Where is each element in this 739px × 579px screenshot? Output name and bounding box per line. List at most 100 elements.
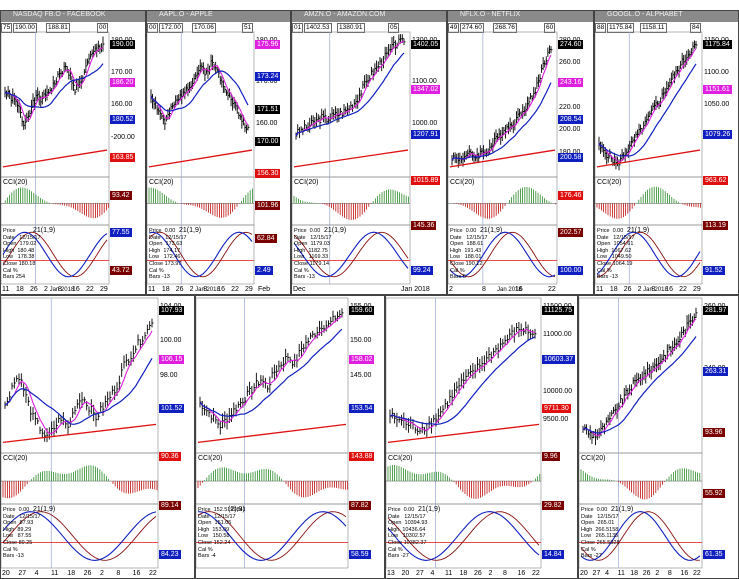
chart-title: AAPL.O - APPLE bbox=[159, 11, 213, 18]
long-term-average bbox=[2, 423, 157, 444]
stochastic-pane bbox=[1, 503, 159, 569]
price-tag: 1079.26 bbox=[703, 130, 733, 140]
price-tag: 58.59 bbox=[349, 550, 371, 559]
price-tag: 1402.05 bbox=[411, 40, 441, 49]
axis-tick-label: 145.00 bbox=[350, 371, 372, 379]
x-tick-label: 27 bbox=[416, 570, 424, 577]
stochastic-pane bbox=[147, 224, 255, 285]
stochastic-line bbox=[580, 511, 701, 561]
axis-tick-label: -200.00 bbox=[111, 133, 135, 141]
chart-canvas bbox=[595, 31, 703, 285]
price-tag: 10603.37 bbox=[542, 354, 576, 364]
axis-tick-label: 220.00 bbox=[559, 103, 581, 111]
chart-canvas bbox=[448, 31, 558, 285]
long-term-average bbox=[197, 423, 347, 444]
x-month-label: Jan 2018 bbox=[49, 287, 75, 293]
x-tick-label: 26 bbox=[623, 286, 632, 293]
axis-tick-label: 200.00 bbox=[559, 126, 581, 134]
x-tick-label: 20 bbox=[580, 570, 588, 577]
price-tag: 93.96 bbox=[703, 428, 725, 437]
price-tag: 175.96 bbox=[255, 40, 281, 49]
price-tag: 9.96 bbox=[542, 452, 560, 462]
data-window: Price 0.00 Date 12/15/17 Open 265.01 Hig… bbox=[581, 507, 620, 560]
cci-label: CCI(20) bbox=[581, 455, 606, 462]
x-tick-label: 2 bbox=[189, 286, 194, 293]
x-tick-label: 4 bbox=[605, 570, 610, 577]
x-tick-label: 16 bbox=[217, 286, 226, 293]
ohlc-value: 60 bbox=[544, 23, 556, 33]
x-tick-label: 29 bbox=[693, 286, 701, 293]
chart-title: AMZN.O - AMAZON.COM bbox=[304, 11, 386, 18]
x-tick-label: 8 bbox=[667, 570, 672, 577]
price-tag: 163.85 bbox=[110, 153, 136, 162]
stochastic-signal-line bbox=[197, 511, 347, 561]
chart-canvas bbox=[579, 297, 703, 569]
stochastic-pane bbox=[1, 224, 110, 285]
stochastic-line bbox=[148, 231, 253, 278]
stochastic-signal-line bbox=[293, 231, 409, 278]
x-tick-label: 16 bbox=[665, 286, 674, 293]
price-tag: 1015.89 bbox=[411, 175, 441, 185]
stochastic-label: 21(1,9) bbox=[33, 506, 56, 513]
price-tag: 153.54 bbox=[349, 403, 375, 413]
cci-label: CCI(20) bbox=[450, 179, 475, 186]
x-month-label: Jan 2018 bbox=[497, 287, 522, 293]
x-tick-label: 22 bbox=[149, 570, 157, 577]
x-tick-label: 16 bbox=[517, 570, 526, 577]
ohlc-readout: 00 172.00 170.06 51 bbox=[147, 22, 290, 33]
long-term-average bbox=[293, 149, 409, 168]
price-tag: 11125.75 bbox=[542, 306, 575, 315]
price-tag: 274.60 bbox=[558, 40, 584, 49]
ohlc-readout: 88 1175.84 1158.11 84 bbox=[595, 22, 738, 33]
x-tick-label: 8 bbox=[116, 570, 121, 577]
chart-canvas bbox=[196, 297, 349, 569]
stochastic-pane bbox=[579, 503, 703, 569]
price-tag: 171.51 bbox=[255, 104, 281, 114]
stochastic-label: 21(1,9) bbox=[33, 227, 56, 234]
ohlc-readout: 49 274.60 268.76 60 bbox=[448, 22, 593, 33]
price-tag: 61.35 bbox=[703, 550, 725, 559]
ohlc-value: 170.06 bbox=[192, 23, 216, 33]
short-moving-average bbox=[598, 48, 697, 163]
x-tick-label: 2 bbox=[488, 570, 493, 577]
price-tag: 1175.84 bbox=[703, 40, 732, 49]
price-tag: 101.52 bbox=[159, 403, 185, 413]
stochastic-signal-line bbox=[449, 231, 556, 278]
price-tag: 190.00 bbox=[110, 40, 136, 49]
x-tick-label: 20 bbox=[2, 570, 10, 577]
long-moving-average bbox=[199, 328, 343, 417]
long-term-average bbox=[596, 149, 701, 168]
price-tag: 9711.30 bbox=[542, 403, 571, 413]
cci-label: CCI(20) bbox=[198, 455, 223, 462]
long-moving-average bbox=[150, 70, 249, 112]
long-moving-average bbox=[295, 52, 405, 137]
x-tick-label: 27 bbox=[18, 570, 27, 577]
price-tag: 87.82 bbox=[349, 501, 371, 511]
x-tick-label: 18 bbox=[67, 570, 76, 577]
ohlc-value: 00 bbox=[147, 23, 159, 33]
title-bar: AAPL.O - APPLE bbox=[147, 11, 290, 22]
x-tick-label: 4 bbox=[430, 570, 435, 577]
chart-canvas bbox=[1, 297, 159, 569]
x-tick-label: Dec bbox=[293, 286, 306, 293]
price-tag: 156.30 bbox=[255, 169, 281, 179]
x-tick-label: 11 bbox=[596, 286, 604, 293]
price-tag: 2.49 bbox=[255, 266, 273, 275]
stochastic-pane bbox=[196, 503, 349, 569]
axis-tick-label: 9500.00 bbox=[543, 415, 569, 423]
ohlc-value: 00 bbox=[97, 23, 109, 33]
price-tag: 281.97 bbox=[703, 306, 729, 315]
x-tick-label: 8 bbox=[651, 286, 656, 293]
data-window: Price 0.00 Date 12/15/17 Open 10394.93 H… bbox=[388, 507, 428, 560]
stochastic-signal-line bbox=[2, 231, 108, 278]
short-moving-average bbox=[389, 328, 536, 431]
long-moving-average bbox=[451, 82, 552, 161]
x-tick-label: Jan 2018 bbox=[401, 286, 430, 293]
stochastic-signal-line bbox=[580, 511, 701, 561]
x-tick-label: 11 bbox=[617, 570, 625, 577]
x-tick-label: 29 bbox=[245, 286, 253, 293]
x-tick-label: 8 bbox=[482, 286, 486, 293]
ohlc-value: 51 bbox=[242, 23, 254, 33]
x-tick-label: 2 bbox=[100, 570, 104, 577]
x-tick-label: 20 bbox=[401, 570, 410, 577]
